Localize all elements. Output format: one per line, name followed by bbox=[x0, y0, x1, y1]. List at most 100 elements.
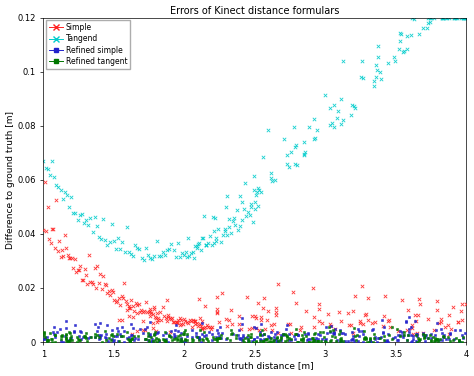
Point bbox=[292, 161, 299, 167]
Point bbox=[351, 333, 359, 339]
Point bbox=[273, 305, 280, 311]
Point bbox=[371, 83, 378, 89]
Point bbox=[270, 334, 278, 340]
Point bbox=[70, 329, 78, 335]
Point bbox=[58, 333, 65, 339]
Point bbox=[373, 67, 381, 73]
Point bbox=[235, 332, 242, 338]
Point bbox=[270, 321, 278, 327]
Point bbox=[271, 337, 278, 343]
Point bbox=[268, 322, 275, 328]
Point bbox=[456, 339, 464, 345]
Point bbox=[195, 337, 203, 343]
Point bbox=[246, 326, 253, 332]
Point bbox=[51, 332, 58, 338]
Point bbox=[314, 336, 322, 342]
Point bbox=[70, 210, 77, 216]
Point bbox=[347, 322, 355, 328]
Point bbox=[109, 338, 117, 344]
Point bbox=[157, 317, 165, 323]
Point bbox=[140, 257, 147, 263]
Point bbox=[180, 331, 188, 337]
Point bbox=[198, 318, 206, 324]
Point bbox=[255, 187, 263, 193]
Point bbox=[315, 318, 323, 324]
Point bbox=[318, 335, 326, 341]
Point bbox=[282, 326, 289, 332]
Point bbox=[445, 15, 453, 21]
Point bbox=[454, 319, 461, 325]
Point bbox=[188, 334, 195, 340]
Point bbox=[230, 215, 237, 221]
Point bbox=[85, 252, 93, 258]
Point bbox=[350, 325, 358, 331]
Point bbox=[399, 49, 407, 55]
Point bbox=[78, 211, 86, 217]
Point bbox=[137, 307, 145, 313]
Point bbox=[41, 179, 49, 185]
Point bbox=[460, 334, 467, 340]
Point bbox=[379, 323, 387, 329]
Point bbox=[117, 334, 124, 340]
Point bbox=[152, 337, 159, 343]
Point bbox=[354, 326, 362, 332]
Point bbox=[140, 308, 148, 314]
Point bbox=[288, 330, 295, 336]
Point bbox=[146, 306, 154, 312]
Point bbox=[213, 335, 221, 341]
Point bbox=[327, 337, 335, 343]
Point bbox=[142, 245, 150, 251]
Point bbox=[391, 55, 398, 61]
Point bbox=[92, 285, 100, 291]
Point bbox=[333, 337, 340, 343]
Point bbox=[76, 328, 84, 334]
Point bbox=[184, 320, 192, 326]
Point bbox=[359, 74, 367, 80]
Point bbox=[380, 324, 387, 330]
Point bbox=[276, 338, 283, 344]
Point bbox=[213, 294, 220, 300]
Point bbox=[62, 335, 70, 341]
Point bbox=[251, 199, 258, 205]
Point bbox=[214, 330, 222, 336]
Point bbox=[153, 310, 161, 316]
Point bbox=[119, 333, 127, 339]
Point bbox=[75, 337, 82, 343]
Point bbox=[151, 331, 159, 337]
Point bbox=[96, 333, 103, 339]
Point bbox=[86, 334, 93, 340]
Point bbox=[458, 317, 466, 323]
Point bbox=[226, 317, 233, 323]
Point bbox=[157, 253, 164, 259]
Point bbox=[369, 338, 377, 344]
Point bbox=[305, 336, 312, 342]
Point bbox=[446, 331, 454, 337]
Point bbox=[413, 330, 420, 336]
Point bbox=[326, 321, 334, 327]
Point bbox=[462, 15, 469, 21]
Point bbox=[65, 338, 73, 344]
Point bbox=[55, 238, 63, 244]
Point bbox=[292, 142, 300, 148]
Point bbox=[284, 321, 292, 327]
Point bbox=[452, 15, 459, 21]
Point bbox=[162, 315, 169, 321]
Point bbox=[247, 331, 255, 337]
Point bbox=[40, 337, 47, 343]
Point bbox=[82, 273, 90, 279]
Point bbox=[365, 317, 372, 323]
Point bbox=[366, 338, 374, 344]
Point bbox=[291, 331, 299, 337]
Point bbox=[163, 330, 170, 336]
Point bbox=[242, 213, 250, 219]
Point bbox=[445, 334, 452, 340]
Point bbox=[40, 329, 47, 335]
Point bbox=[199, 326, 206, 332]
Point bbox=[192, 333, 200, 339]
Point bbox=[269, 338, 276, 344]
Point bbox=[213, 310, 221, 316]
Point bbox=[118, 317, 126, 323]
Point bbox=[330, 331, 338, 337]
Point bbox=[330, 329, 337, 335]
Point bbox=[58, 332, 66, 338]
